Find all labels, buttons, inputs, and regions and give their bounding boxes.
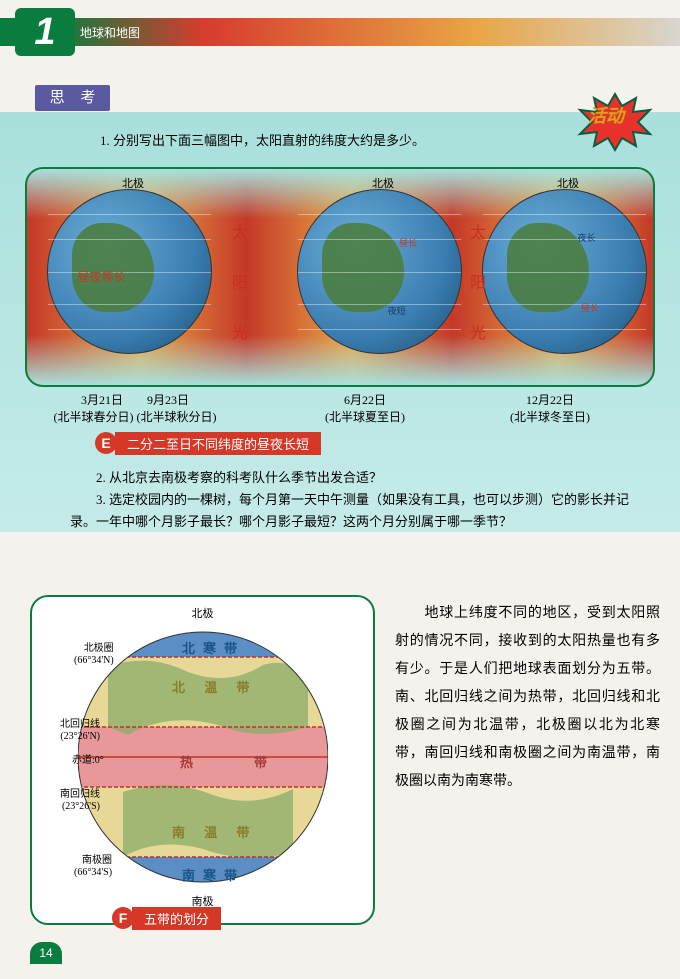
globe-equinox: 昼夜等长 xyxy=(47,189,212,354)
globe-diagram-box: 北极 北极 北极 昼夜等长 昼长 夜短 夜长 昼长 太 阳 光 太 阳 光 xyxy=(25,167,655,387)
north-pole-label-1: 北极 xyxy=(122,175,144,191)
zone-south-cold: 南寒带 xyxy=(182,865,245,884)
north-pole-label-3: 北极 xyxy=(557,175,579,191)
caption-1: 3月21日 9月23日 (北半球春分日) (北半球秋分日) xyxy=(40,392,230,426)
equator-label: 赤道:0° xyxy=(72,755,104,767)
banner-e: E 二分二至日不同纬度的昼夜长短 xyxy=(95,432,321,454)
body-text: 地球上纬度不同的地区，受到太阳照射的情况不同，接收到的太阳热量也有多有少。于是人… xyxy=(395,600,660,796)
banner-f: F 五带的划分 xyxy=(112,907,221,929)
banner-e-letter: E xyxy=(95,432,117,454)
activity-label: 活动 xyxy=(588,102,624,128)
tropic-cancer-label: 北回归线 (23°26'N) xyxy=(60,719,100,743)
zone-south-temp: 南 温 带 xyxy=(172,822,258,841)
zone-hot: 热 带 xyxy=(180,752,291,771)
banner-f-letter: F xyxy=(112,907,134,929)
zone-north-cold: 北寒带 xyxy=(182,638,245,657)
activity-star: 活动 xyxy=(570,92,660,152)
question-1: 1. 分别写出下面三幅图中，太阳直射的纬度大约是多少。 xyxy=(100,130,425,149)
globe-summer: 昼长 夜短 xyxy=(297,189,462,354)
question-2-3: 2. 从北京去南极考察的科考队什么季节出发合适？ 3. 选定校园内的一棵树，每个… xyxy=(70,467,650,533)
arctic-circle-label: 北极圈 (66°34'N) xyxy=(74,643,114,667)
caption-3: 12月22日 (北半球冬至日) xyxy=(475,392,625,426)
chapter-badge: 1 xyxy=(15,8,75,56)
antarctic-circle-label: 南极圈 (66°34'S) xyxy=(74,855,112,879)
globe-winter: 夜长 昼长 xyxy=(482,189,647,354)
page-number: 14 xyxy=(30,942,62,964)
think-label: 思 考 xyxy=(35,85,110,111)
chapter-number: 1 xyxy=(34,11,55,54)
north-pole-label-2: 北极 xyxy=(372,175,394,191)
banner-e-text: 二分二至日不同纬度的昼夜长短 xyxy=(115,432,321,455)
chapter-title: 地球和地图 xyxy=(80,24,140,41)
tropic-capricorn-label: 南回归线 (23°26'S) xyxy=(60,789,100,813)
activity-panel: 活动 1. 分别写出下面三幅图中，太阳直射的纬度大约是多少。 北极 北极 北极 … xyxy=(0,112,680,532)
caption-2: 6月22日 (北半球夏至日) xyxy=(285,392,445,426)
zone-north-temp: 北 温 带 xyxy=(172,677,258,696)
climate-zones-panel: 北极 北寒带 北 温 带 热 带 南 温 带 南寒带 北极圈 (66°34'N)… xyxy=(30,595,375,925)
banner-f-text: 五带的划分 xyxy=(132,907,221,930)
